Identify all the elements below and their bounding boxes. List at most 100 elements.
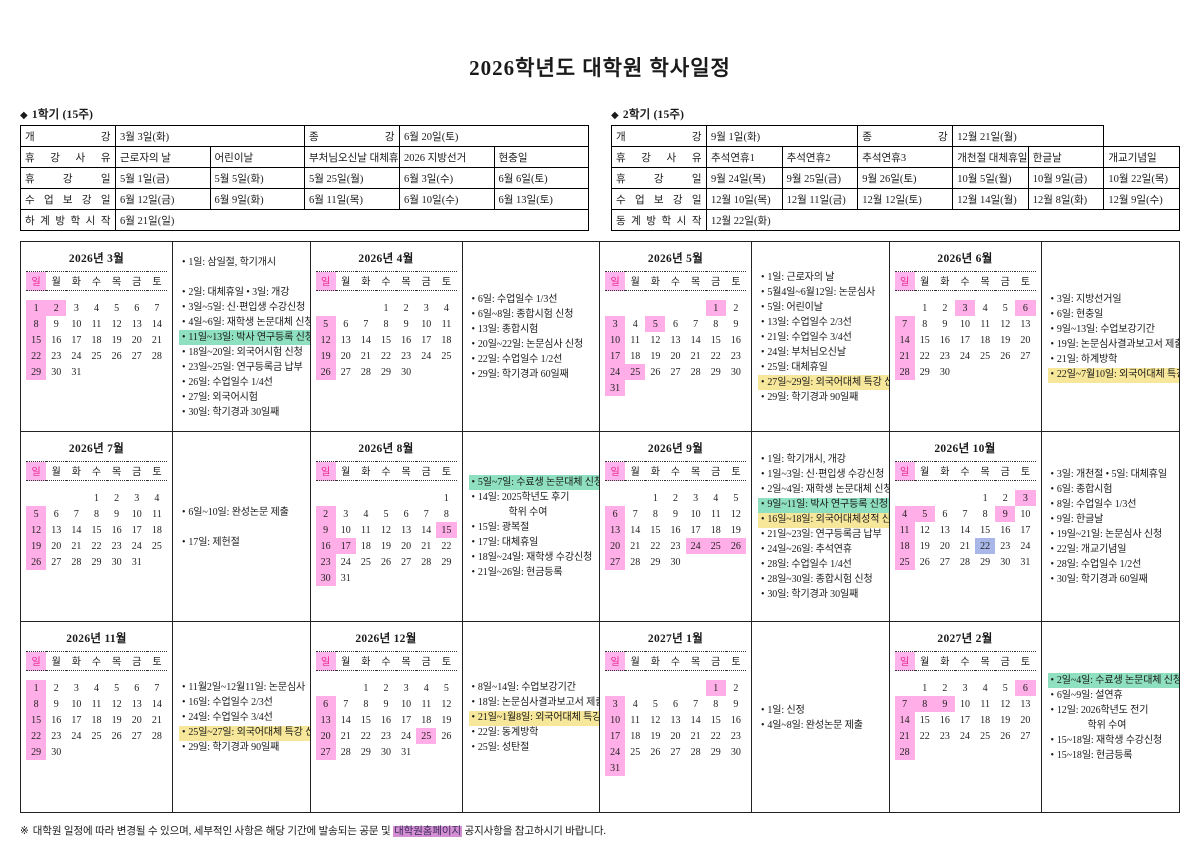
event-item: • 25일~27일: 외국어대체 특강 신청 xyxy=(179,725,311,741)
calendar-day-21: 21 xyxy=(71,540,82,552)
calendar-day-1: 1 xyxy=(705,680,726,696)
calendar-day-14: 14 xyxy=(894,712,915,728)
calendar-day-9: 9 xyxy=(315,522,336,538)
bullet-icon: • xyxy=(182,727,186,738)
bullet-icon: • xyxy=(471,551,476,563)
calendar-day-21: 21 xyxy=(421,540,432,552)
weekday-header-금: 금 xyxy=(126,271,147,291)
calendar-day-2: 2 xyxy=(1002,492,1008,504)
calendar-day-15: 15 xyxy=(26,712,47,728)
event-text: 24일: 부처님오신날 xyxy=(767,346,846,358)
calendar-day-22: 22 xyxy=(91,540,102,552)
calendar-day-22: 22 xyxy=(975,538,996,554)
graduate-school-homepage-link[interactable]: 대학원홈페이지 xyxy=(393,826,463,837)
bullet-icon: • xyxy=(1050,499,1055,510)
calendar-day-13: 13 xyxy=(51,524,62,536)
event-text: 11월2일~12월11일: 논문심사 xyxy=(188,682,306,693)
calendar-day-30: 30 xyxy=(380,746,391,758)
calendar-day-28: 28 xyxy=(151,730,162,742)
event-item: • 3일: 지방선거일 xyxy=(1048,293,1180,308)
event-text: 20일~22일: 논문심사 신청 xyxy=(477,339,584,350)
weekday-header-일: 일 xyxy=(26,271,47,291)
weekday-header-목: 목 xyxy=(396,271,417,291)
bullet-icon: • xyxy=(1050,369,1055,380)
event-item: • 22일: 동계방학 xyxy=(469,726,600,741)
calendar-empty-cell xyxy=(376,570,396,586)
calendar-day-18: 18 xyxy=(980,334,991,346)
calendar-spacer xyxy=(605,291,746,301)
calendar-day-8: 8 xyxy=(922,318,928,330)
calendar-week-row: 27 28 29 30 xyxy=(605,554,746,570)
calendar-day-3: 3 xyxy=(73,302,79,314)
calendar-week-row: 10 11 12 13 14 15 16 xyxy=(605,332,746,348)
event-item: • 3일~5일: 신·편입생 수강신청 xyxy=(179,300,310,315)
calendar-day-5: 5 xyxy=(114,682,120,694)
calendar-day-31: 31 xyxy=(71,366,82,378)
calendar-empty-cell xyxy=(66,490,86,506)
month-events-list: • 3일: 개천절 • 5일: 대체휴일 • 6일: 종합시험 • 8일: 수업일수 1/… xyxy=(1042,432,1180,621)
weekday-header-금: 금 xyxy=(995,651,1016,671)
event-text: 25일~27일: 외국어대체 특강 신청 xyxy=(188,727,311,738)
bullet-icon: • xyxy=(761,719,765,731)
bullet-icon: • xyxy=(1050,514,1055,525)
calendar-day-24: 24 xyxy=(959,350,970,362)
event-item: • 1일: 학기개시, 개강 xyxy=(758,453,889,468)
semester-cell-value: 9월 1일(화) xyxy=(705,125,859,147)
calendar-day-4: 4 xyxy=(93,302,99,314)
calendar-empty-cell xyxy=(895,490,915,506)
calendar-day-2: 2 xyxy=(672,492,678,504)
event-text: 8일~14일: 수업보강기간 xyxy=(477,682,576,693)
calendar-day-22: 22 xyxy=(441,540,452,552)
calendar-empty-cell xyxy=(955,490,975,506)
calendar-empty-cell xyxy=(356,570,376,586)
calendar-day-26: 26 xyxy=(1000,730,1011,742)
calendar-day-22: 22 xyxy=(919,730,930,742)
calendar-day-13: 13 xyxy=(670,714,681,726)
weekday-header-금: 금 xyxy=(705,271,726,291)
event-text: 17일: 제헌절 xyxy=(188,536,240,548)
event-text: 4일~8일: 완성논문 제출 xyxy=(767,719,863,731)
calendar-empty-cell xyxy=(336,490,356,506)
calendar-week-row: 24 25 26 27 28 29 30 xyxy=(605,364,746,380)
calendar-day-18: 18 xyxy=(710,524,721,536)
calendar-day-9: 9 xyxy=(942,318,948,330)
calendar-day-25: 25 xyxy=(360,556,371,568)
bullet-icon: • xyxy=(761,391,765,403)
weekday-table: 일 월 화 수 목 금 토 1 2 3 4 5 6 7 8 9 10 11 12 13 14 15 16 17 18 19 20 21… xyxy=(26,461,167,570)
calendar-day-30: 30 xyxy=(1000,556,1011,568)
weekday-header-일: 일 xyxy=(894,651,915,671)
event-text: 24일~26일: 추석연휴 xyxy=(767,544,852,555)
calendar-empty-cell xyxy=(625,380,645,396)
calendar-empty-cell xyxy=(436,570,456,586)
weekday-header-수: 수 xyxy=(954,461,976,481)
event-item: • 27일: 외국어시험 xyxy=(179,390,310,405)
calendar-day-30: 30 xyxy=(730,746,741,758)
semester-cell-value: 6월 13일(토) xyxy=(493,188,589,210)
calendar-empty-cell xyxy=(436,744,456,760)
event-item: • 6일~8일: 종합시험 신청 xyxy=(469,308,596,323)
weekday-header-수: 수 xyxy=(86,271,107,291)
event-text: 29일: 학기경과 60일째 xyxy=(477,369,569,380)
bullet-icon: • xyxy=(1050,484,1055,495)
calendar-day-2: 2 xyxy=(383,682,389,694)
calendar-day-20: 20 xyxy=(939,540,950,552)
bullet-icon: • xyxy=(471,491,476,503)
weekday-header-금: 금 xyxy=(705,651,726,671)
weekday-header-화: 화 xyxy=(934,461,955,481)
calendar-day-23: 23 xyxy=(670,540,681,552)
calendar-day-29: 29 xyxy=(710,746,721,758)
calendar-spacer xyxy=(316,481,457,491)
month-calendar-grid: 2026년 3월 일 월 화 수 목 금 토 1 2 3 4 5 6 7 8 9 10 11 12 13 14 15 16 17… xyxy=(20,241,1180,813)
calendar-day-27: 27 xyxy=(51,556,62,568)
weekday-header-토: 토 xyxy=(146,651,167,671)
calendar-day-11: 11 xyxy=(441,318,452,330)
calendar-week-row: 21 22 23 24 25 26 27 xyxy=(894,348,1036,364)
calendar-day-25: 25 xyxy=(91,350,102,362)
calendar-day-11: 11 xyxy=(980,318,990,330)
calendar-day-8: 8 xyxy=(652,508,658,520)
calendar-day-29: 29 xyxy=(91,556,102,568)
calendar-empty-cell xyxy=(316,680,336,696)
weekday-header-금: 금 xyxy=(416,271,437,291)
semester-cell-value: 12월 22일(화) xyxy=(706,209,1180,231)
